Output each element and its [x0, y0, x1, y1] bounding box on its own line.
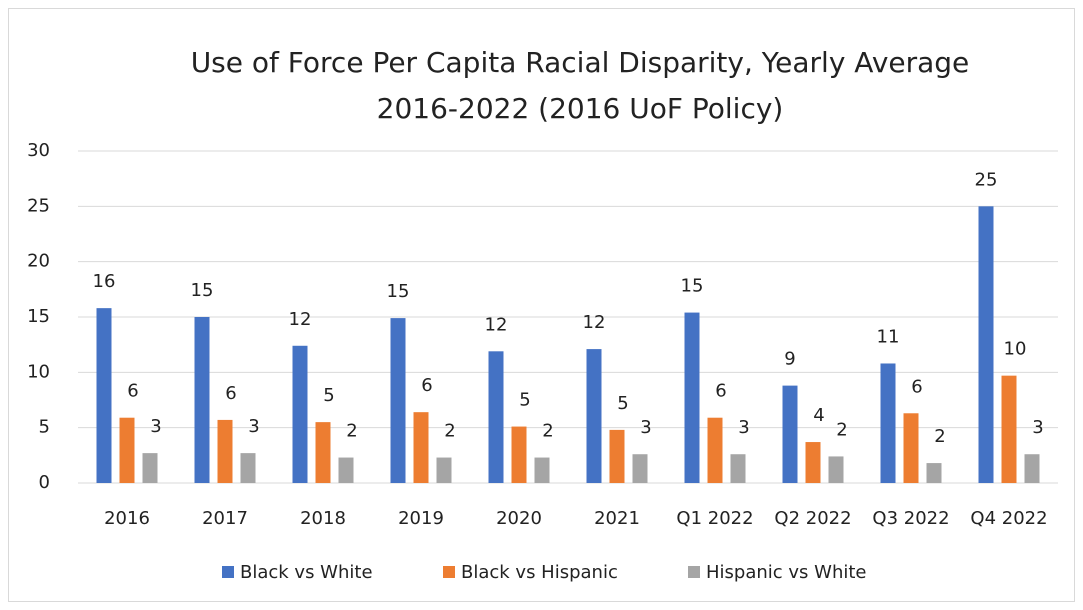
y-tick-label: 25 [27, 195, 50, 216]
bar [880, 363, 896, 483]
data-label: 9 [784, 349, 795, 370]
data-label: 11 [877, 326, 900, 347]
data-label: 2 [836, 419, 847, 440]
bar [315, 422, 331, 483]
bar [684, 312, 700, 483]
data-label: 15 [387, 281, 410, 302]
bar [338, 457, 354, 483]
bar [413, 412, 429, 483]
chart-title: Use of Force Per Capita Racial Disparity… [190, 46, 970, 125]
bar [534, 457, 550, 483]
legend-label: Black vs White [240, 562, 373, 583]
bar [390, 318, 406, 483]
bar [511, 426, 527, 483]
data-label: 25 [975, 169, 998, 190]
bar [96, 308, 112, 483]
y-tick-label: 5 [39, 417, 50, 438]
bar [586, 349, 602, 483]
x-tick-label: 2016 [104, 508, 150, 529]
data-label: 3 [1032, 417, 1043, 438]
bar [903, 413, 919, 483]
bar [828, 456, 844, 483]
legend-label: Hispanic vs White [706, 562, 867, 583]
bar [782, 385, 798, 483]
data-label: 3 [738, 417, 749, 438]
data-label: 3 [150, 416, 161, 437]
data-label: 6 [421, 375, 432, 396]
data-label: 4 [813, 405, 824, 426]
x-tick-label: Q4 2022 [970, 508, 1047, 529]
y-tick-label: 20 [27, 251, 50, 272]
bar [488, 351, 504, 483]
legend-label: Black vs Hispanic [461, 562, 618, 583]
y-tick-label: 15 [27, 306, 50, 327]
data-label: 16 [93, 271, 116, 292]
bar [240, 453, 256, 483]
bar [119, 417, 135, 483]
data-label: 6 [911, 376, 922, 397]
data-label: 3 [248, 416, 259, 437]
data-label: 2 [542, 421, 553, 442]
data-label: 3 [640, 417, 651, 438]
x-tick-label: Q1 2022 [676, 508, 753, 529]
data-label: 5 [519, 390, 530, 411]
x-tick-label: Q3 2022 [872, 508, 949, 529]
data-label: 6 [127, 381, 138, 402]
bar [194, 317, 210, 483]
chart-border [8, 8, 1075, 602]
legend-swatch [222, 566, 234, 578]
data-label: 10 [1004, 339, 1027, 360]
x-tick-label: 2019 [398, 508, 444, 529]
data-label: 2 [346, 421, 357, 442]
bar [707, 417, 723, 483]
bar [217, 419, 233, 483]
data-label: 2 [444, 421, 455, 442]
x-tick-label: 2020 [496, 508, 542, 529]
bar [609, 429, 625, 483]
data-label: 5 [617, 393, 628, 414]
data-label: 12 [289, 309, 312, 330]
x-tick-label: 2021 [594, 508, 640, 529]
data-label: 12 [485, 314, 508, 335]
data-label: 6 [225, 383, 236, 404]
x-tick-label: 2018 [300, 508, 346, 529]
bar [436, 457, 452, 483]
y-tick-label: 30 [27, 140, 50, 161]
legend-swatch [443, 566, 455, 578]
legend-swatch [688, 566, 700, 578]
x-tick-label: Q2 2022 [774, 508, 851, 529]
y-tick-label: 0 [39, 472, 50, 493]
bar [632, 454, 648, 483]
data-label: 6 [715, 381, 726, 402]
data-label: 2 [934, 426, 945, 447]
x-tick-label: 2017 [202, 508, 248, 529]
bar [805, 442, 821, 483]
bar [730, 454, 746, 483]
data-label: 12 [583, 312, 606, 333]
data-label: 15 [681, 276, 704, 297]
bar [1001, 375, 1017, 483]
bar [1024, 454, 1040, 483]
data-label: 15 [191, 280, 214, 301]
bar [292, 345, 308, 483]
y-tick-label: 10 [27, 361, 50, 382]
data-label: 5 [323, 385, 334, 406]
bar [142, 453, 158, 483]
bar [926, 463, 942, 483]
bar [978, 206, 994, 484]
